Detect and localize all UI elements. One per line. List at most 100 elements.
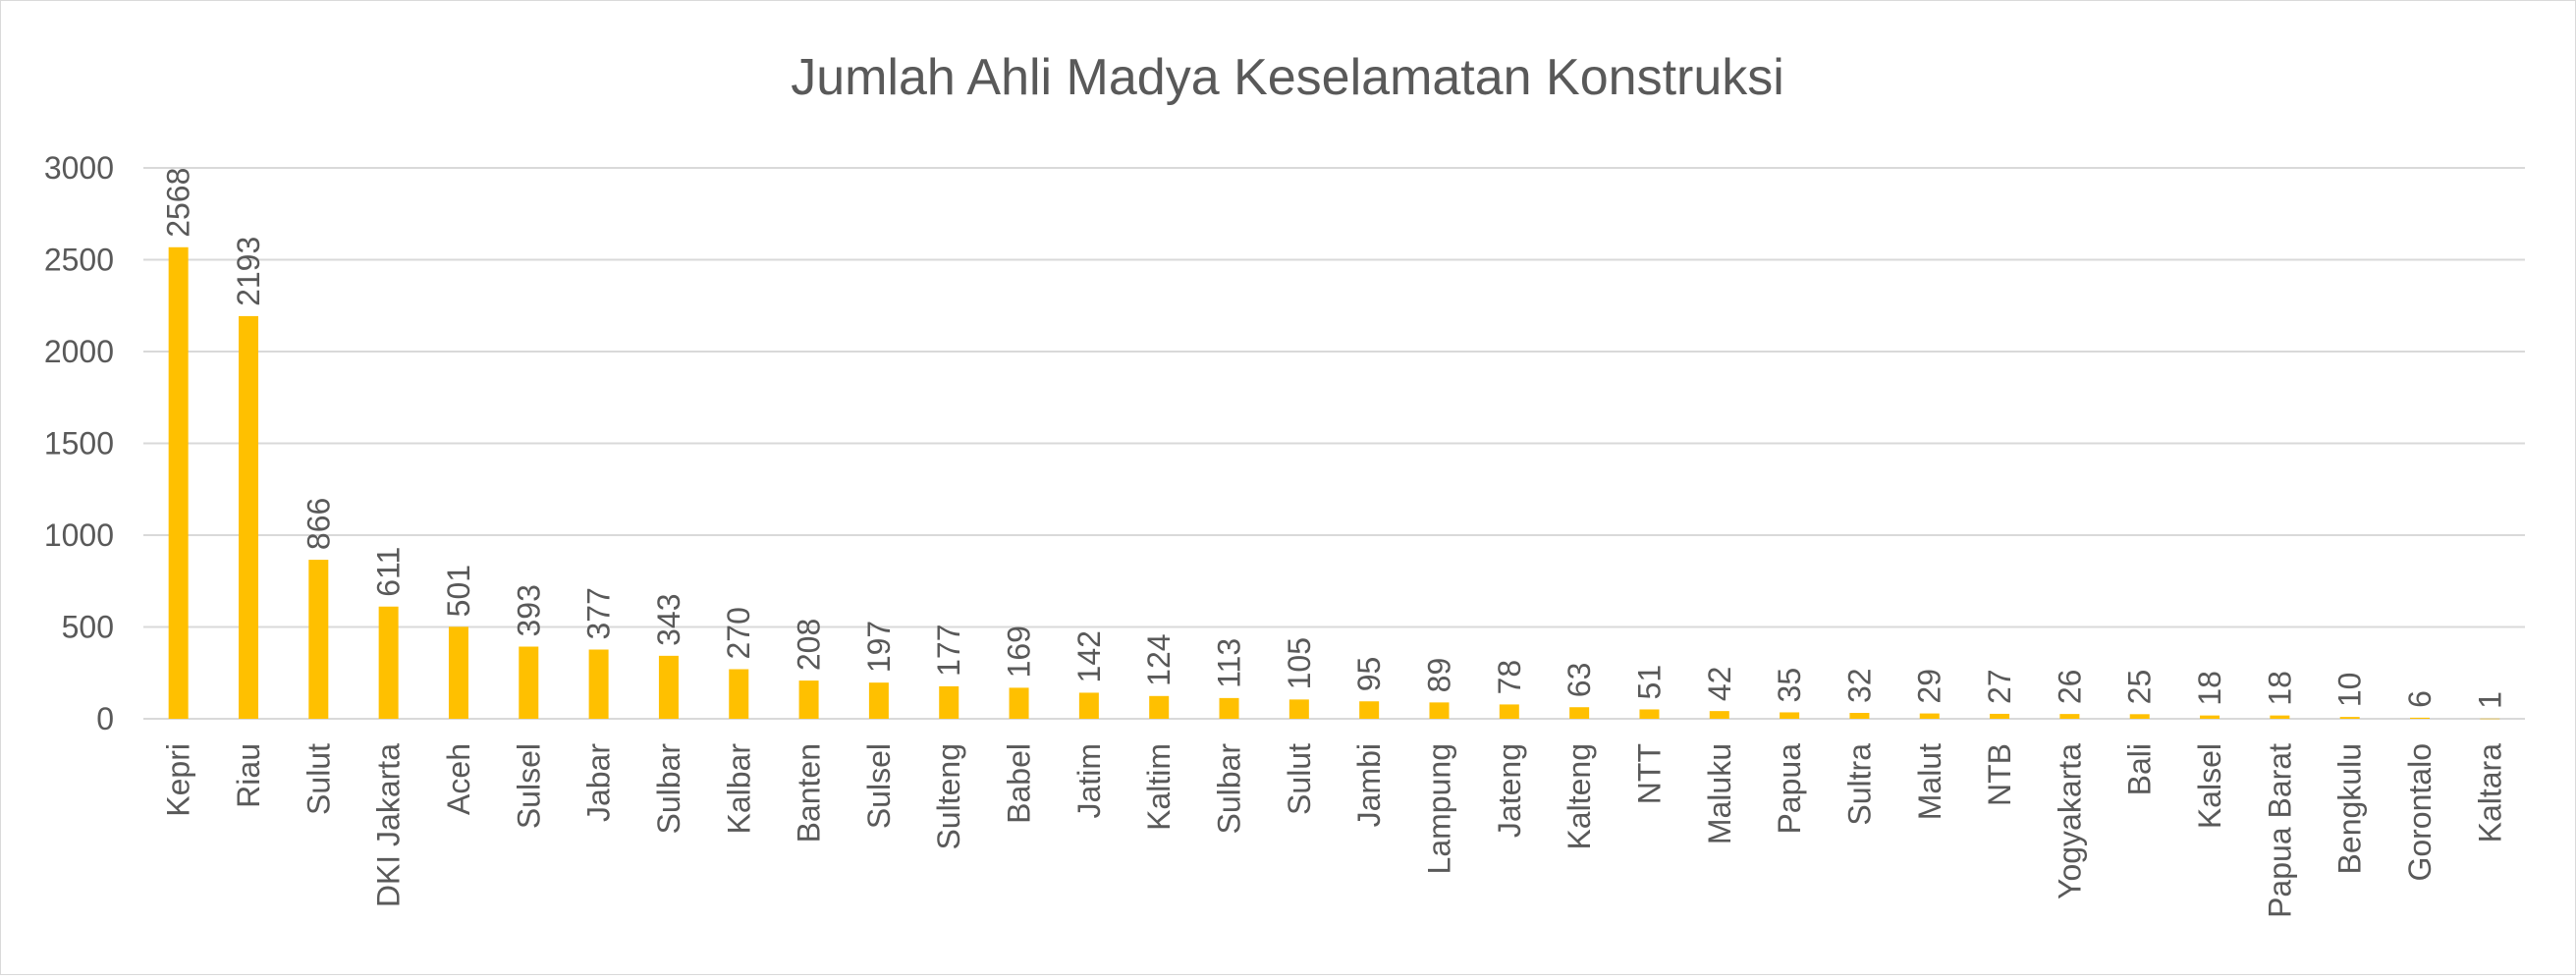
- bar: [1429, 702, 1450, 719]
- bar: [2480, 718, 2500, 720]
- data-label: 113: [1212, 638, 1247, 688]
- x-tick-label: Jateng: [1492, 743, 1527, 838]
- bars: [168, 246, 2500, 720]
- x-tick-label: Sulbar: [651, 743, 686, 835]
- bar: [1639, 709, 1660, 719]
- x-tick-label: NTB: [1982, 743, 2017, 806]
- bar: [1849, 713, 1870, 719]
- bar: [519, 646, 539, 719]
- data-label: 25: [2122, 670, 2158, 705]
- bar: [1780, 712, 1800, 719]
- bar: [1499, 704, 1519, 719]
- y-axis-ticks: 0 500 1000 1500 2000 2500 3000: [44, 150, 114, 736]
- data-label: 2568: [161, 168, 196, 238]
- data-label: 42: [1702, 667, 1737, 702]
- x-tick-label: Gorontalo: [2402, 743, 2438, 882]
- bar: [939, 685, 959, 719]
- gridlines: [143, 167, 2525, 720]
- data-label: 63: [1562, 663, 1597, 698]
- bar: [1149, 695, 1170, 719]
- x-tick-label: NTT: [1631, 743, 1667, 804]
- x-tick-label: Babel: [1002, 743, 1037, 824]
- data-label: 26: [2052, 670, 2087, 705]
- data-label: 29: [1912, 669, 1947, 704]
- data-label: 27: [1982, 669, 2017, 704]
- x-tick-label: Malut: [1912, 743, 1947, 820]
- bar: [1288, 699, 1309, 719]
- x-tick-label: Riau: [231, 743, 266, 808]
- x-tick-label: Kalbar: [721, 743, 756, 835]
- data-label: 2193: [231, 237, 266, 306]
- bar: [729, 669, 749, 719]
- bar: [2129, 714, 2150, 719]
- x-tick-label: Maluku: [1702, 743, 1737, 844]
- y-tick-label: 2000: [44, 334, 114, 369]
- bar: [308, 560, 329, 719]
- data-label: 18: [2192, 671, 2227, 706]
- bar: [1919, 713, 1940, 719]
- bar: [1078, 692, 1099, 719]
- bar: [798, 680, 819, 719]
- x-tick-label: Sulteng: [931, 743, 966, 850]
- bar: [1009, 687, 1029, 719]
- y-tick-label: 2500: [44, 243, 114, 278]
- data-label: 1: [2472, 691, 2507, 709]
- bar: [238, 315, 258, 719]
- data-label: 208: [792, 619, 827, 671]
- x-tick-label: Sulsel: [861, 743, 897, 829]
- data-label: 393: [511, 584, 546, 636]
- bar: [588, 649, 609, 719]
- data-label: 95: [1351, 657, 1387, 692]
- bar: [1359, 701, 1380, 719]
- data-label: 89: [1421, 658, 1456, 693]
- bar: [1709, 711, 1729, 719]
- data-label: 197: [861, 621, 897, 673]
- bar: [378, 606, 399, 719]
- x-tick-label: Jatim: [1071, 743, 1107, 818]
- bar: [1219, 697, 1239, 719]
- data-label: 501: [441, 565, 476, 617]
- x-tick-label: Jabar: [581, 743, 617, 822]
- data-label: 124: [1141, 633, 1177, 685]
- bar: [2270, 715, 2290, 719]
- y-tick-label: 500: [62, 610, 114, 645]
- y-tick-label: 3000: [44, 150, 114, 186]
- x-tick-label: Lampung: [1421, 743, 1456, 874]
- data-label: 343: [651, 593, 686, 645]
- x-tick-label: Kaltara: [2472, 743, 2507, 843]
- x-tick-label: Kalteng: [1562, 743, 1597, 850]
- y-tick-label: 1000: [44, 517, 114, 553]
- y-tick-label: 1500: [44, 426, 114, 462]
- data-label: 10: [2332, 673, 2368, 708]
- data-label: 51: [1631, 665, 1667, 700]
- y-tick-label: 0: [96, 701, 114, 736]
- x-tick-label: Bali: [2122, 743, 2158, 795]
- data-label: 35: [1772, 668, 1807, 703]
- x-tick-label: Sulut: [1282, 743, 1317, 815]
- bar: [658, 655, 679, 719]
- bar: [2410, 717, 2431, 719]
- bar: [2059, 714, 2080, 719]
- data-label: 177: [931, 625, 966, 677]
- data-label: 142: [1071, 630, 1107, 682]
- x-tick-label: Sulut: [301, 743, 336, 815]
- x-tick-label: Papua Barat: [2262, 743, 2297, 918]
- data-label: 6: [2402, 690, 2438, 708]
- bar: [2339, 717, 2360, 719]
- data-label: 78: [1492, 660, 1527, 695]
- bar: [868, 682, 889, 719]
- bar: [2200, 715, 2220, 719]
- x-tick-label: Aceh: [441, 743, 476, 815]
- data-label: 866: [301, 498, 336, 550]
- x-tick-label: Banten: [792, 743, 827, 843]
- x-tick-label: Sulsel: [511, 743, 546, 829]
- data-label: 18: [2262, 671, 2297, 706]
- data-label: 611: [371, 547, 407, 597]
- bar: [1569, 707, 1590, 719]
- data-label: 105: [1282, 637, 1317, 689]
- bar: [448, 626, 468, 719]
- chart-title: Jumlah Ahli Madya Keselamatan Konstruksi: [791, 49, 1784, 106]
- bar: [1990, 713, 2010, 719]
